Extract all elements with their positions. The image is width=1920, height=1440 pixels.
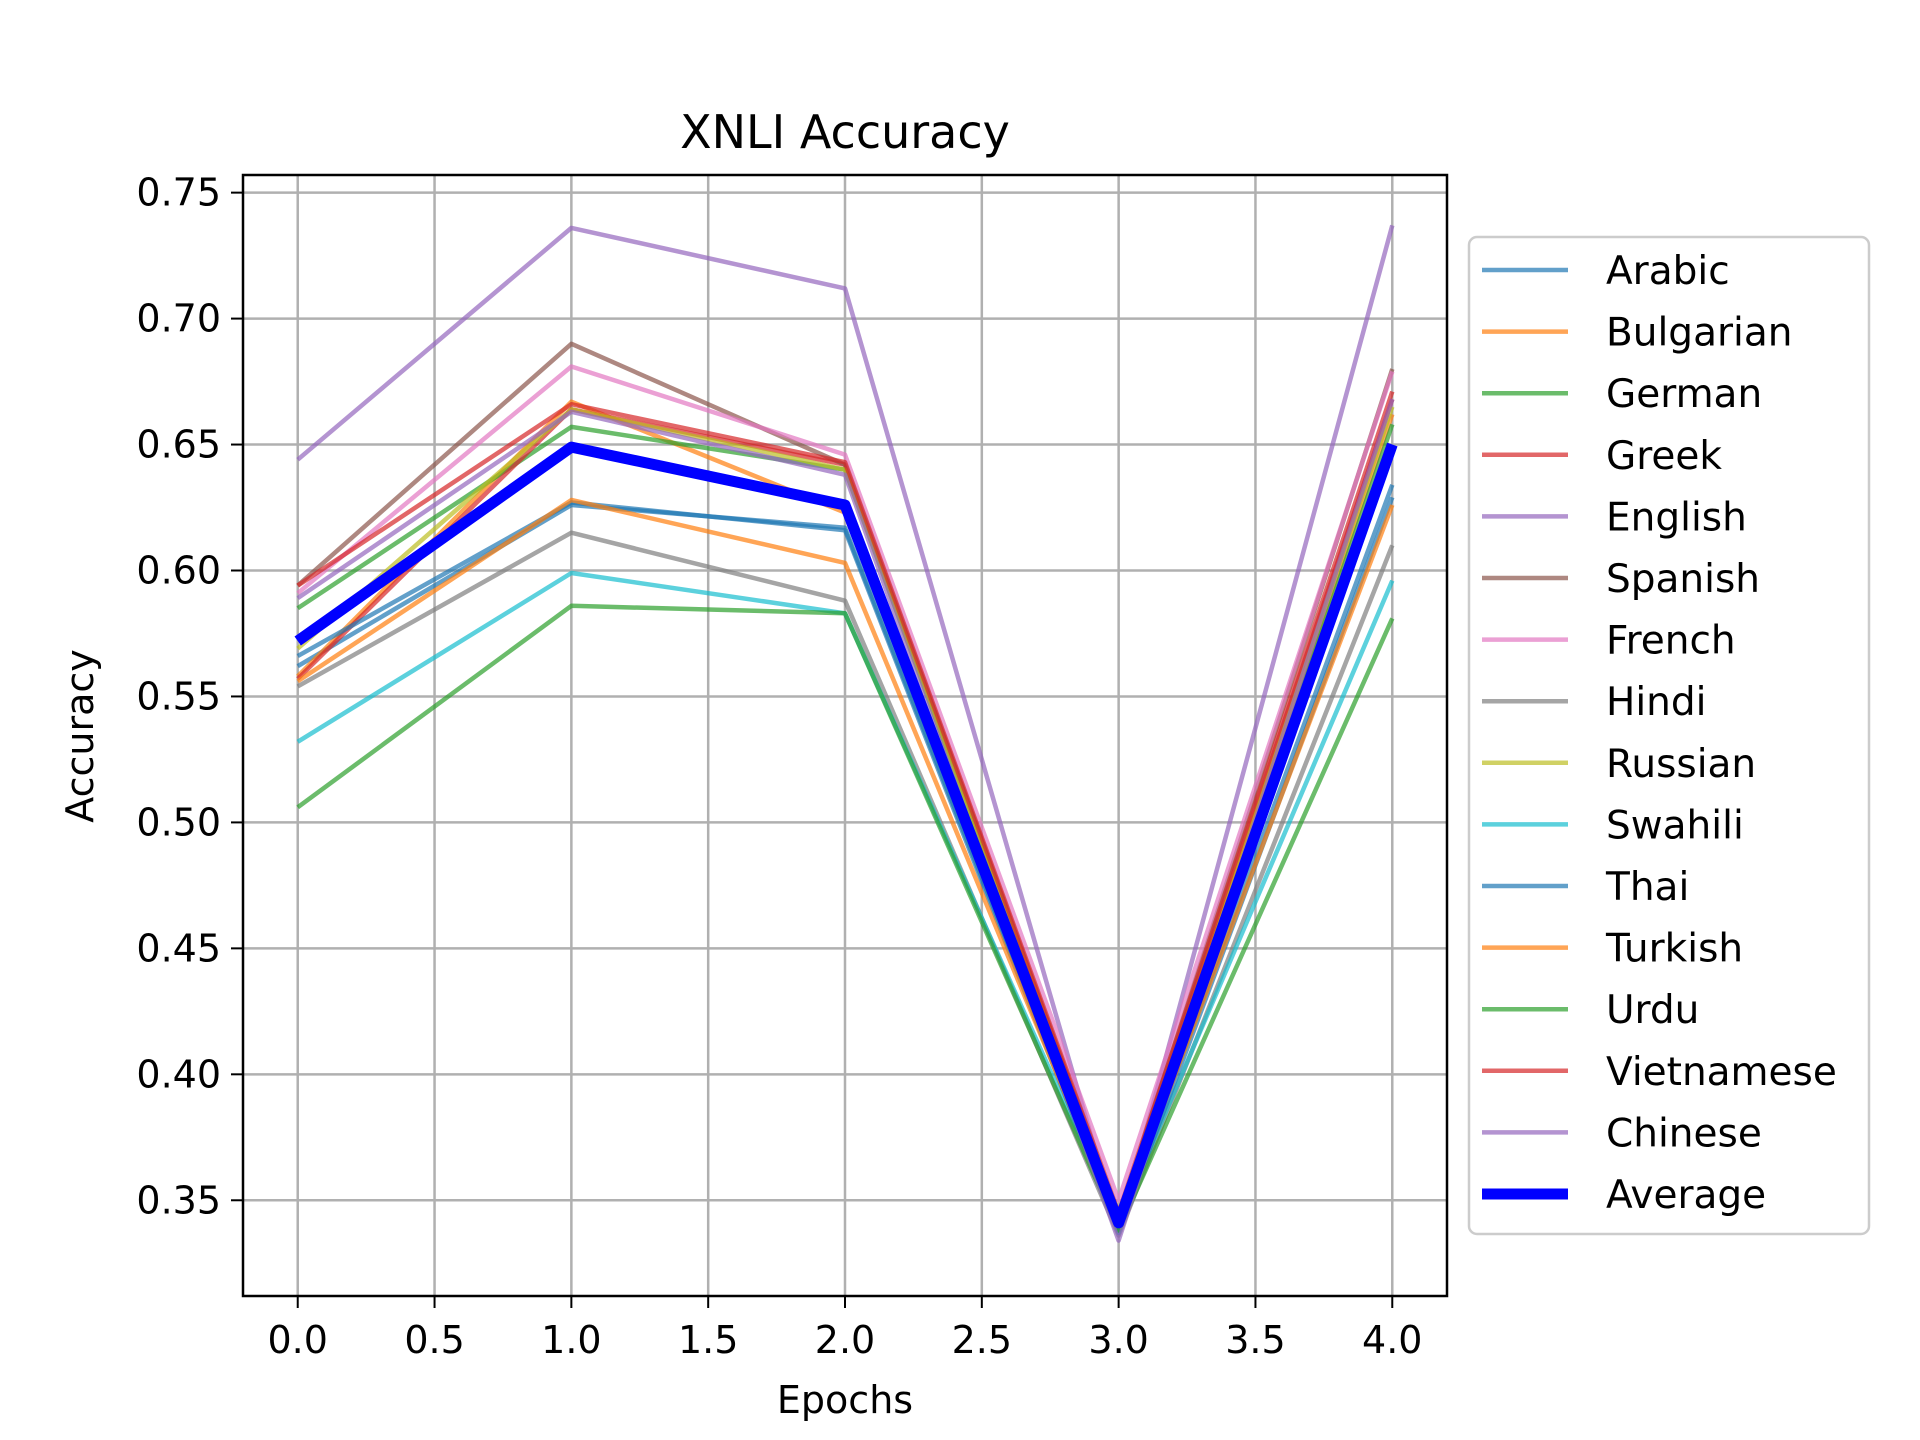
legend: Arabic Bulgarian German Greek English Spanish… bbox=[1467, 235, 1871, 1236]
y-tick-label: 0.70 bbox=[136, 297, 221, 341]
legend-label-thai: Thai bbox=[1605, 865, 1689, 910]
y-tick-label: 0.40 bbox=[136, 1052, 221, 1096]
x-tick-label: 1.5 bbox=[678, 1318, 738, 1362]
legend-label-chinese: Chinese bbox=[1606, 1111, 1762, 1156]
series-line-average bbox=[294, 441, 1398, 1229]
legend-label-urdu: Urdu bbox=[1606, 988, 1699, 1033]
y-axis-label: Accuracy bbox=[58, 649, 102, 823]
series-line-vietnamese bbox=[296, 390, 1395, 1216]
x-tick-label: 3.5 bbox=[1225, 1318, 1285, 1362]
x-tick-label: 0.5 bbox=[404, 1318, 464, 1362]
series-line-french bbox=[296, 364, 1395, 1203]
legend-label-french: French bbox=[1606, 619, 1736, 664]
y-tick-label: 0.55 bbox=[136, 674, 221, 718]
legend-label-arabic: Arabic bbox=[1606, 249, 1730, 294]
y-tick-label: 0.45 bbox=[136, 926, 221, 970]
legend-label-turkish: Turkish bbox=[1605, 927, 1743, 972]
legend-label-average: Average bbox=[1606, 1173, 1766, 1218]
legend-label-russian: Russian bbox=[1606, 742, 1756, 787]
x-axis-label: Epochs bbox=[777, 1378, 913, 1422]
legend-label-english: English bbox=[1606, 495, 1747, 540]
y-axis-ticks: 0.35 0.40 0.45 0.50 0.55 0.60 0.65 0.70 0.75 bbox=[136, 171, 243, 1222]
x-tick-label: 2.0 bbox=[815, 1318, 875, 1362]
series-lines bbox=[294, 224, 1398, 1243]
x-tick-label: 3.0 bbox=[1088, 1318, 1148, 1362]
legend-label-hindi: Hindi bbox=[1606, 680, 1706, 725]
y-tick-label: 0.35 bbox=[136, 1178, 221, 1222]
x-tick-label: 4.0 bbox=[1362, 1318, 1422, 1362]
legend-frame bbox=[1467, 235, 1871, 1236]
x-axis-ticks: 0.0 0.5 1.0 1.5 2.0 2.5 3.0 3.5 4.0 bbox=[268, 1296, 1422, 1362]
x-tick-label: 0.0 bbox=[268, 1318, 328, 1362]
y-tick-label: 0.65 bbox=[136, 423, 221, 467]
legend-label-spanish: Spanish bbox=[1606, 557, 1760, 602]
series-line-turkish bbox=[296, 497, 1395, 1226]
grid-lines bbox=[243, 175, 1447, 1296]
y-tick-label: 0.60 bbox=[136, 548, 221, 592]
x-tick-label: 1.0 bbox=[541, 1318, 601, 1362]
series-line-urdu bbox=[296, 603, 1395, 1233]
legend-label-greek: Greek bbox=[1606, 434, 1722, 479]
y-tick-label: 0.75 bbox=[136, 171, 221, 215]
x-tick-label: 2.5 bbox=[952, 1318, 1012, 1362]
legend-label-bulgarian: Bulgarian bbox=[1606, 311, 1792, 356]
legend-label-swahili: Swahili bbox=[1606, 803, 1744, 848]
legend-label-german: German bbox=[1606, 372, 1762, 417]
chart-title: XNLI Accuracy bbox=[680, 105, 1010, 159]
series-line-english bbox=[296, 224, 1395, 1233]
y-tick-label: 0.50 bbox=[136, 800, 221, 844]
legend-label-vietnamese: Vietnamese bbox=[1606, 1050, 1837, 1095]
